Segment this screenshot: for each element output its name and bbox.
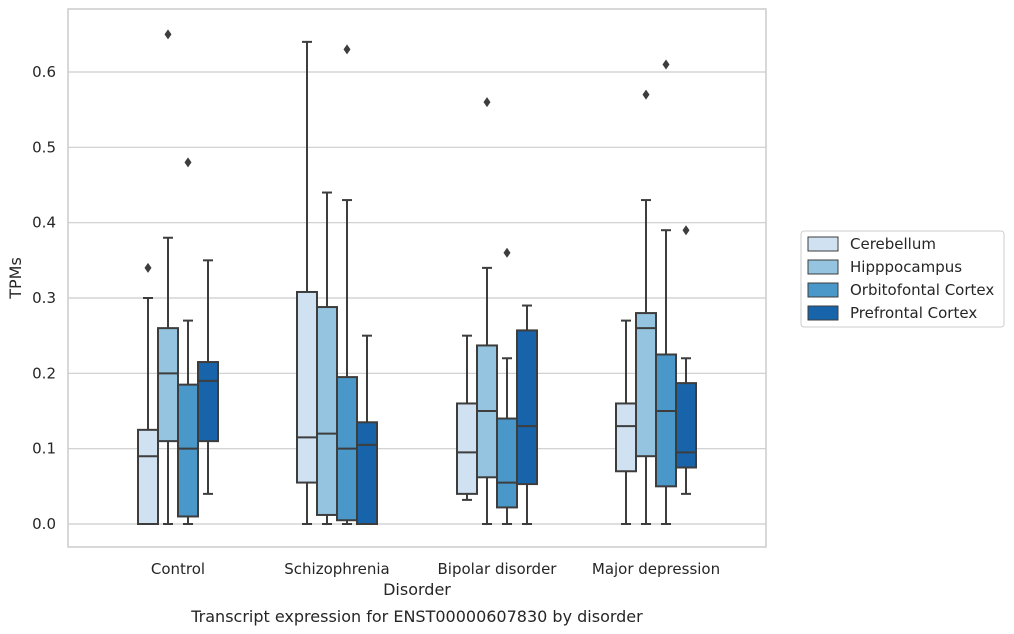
iqr-box	[157, 327, 179, 443]
legend-swatch	[807, 236, 839, 252]
box-hipppocampus	[635, 89, 657, 525]
outlier-point	[662, 59, 670, 70]
iqr-box	[496, 417, 518, 509]
iqr-box	[456, 402, 478, 495]
outlier-point	[184, 157, 192, 168]
box-cerebellum	[456, 334, 478, 501]
x-tick-label: Bipolar disorder	[438, 560, 558, 578]
outlier-point	[483, 97, 491, 108]
outlier-point	[503, 247, 511, 258]
x-axis-label: Disorder	[383, 580, 451, 599]
x-tick-labels: Control Schizophrenia Bipolar disorder Majo…	[151, 560, 720, 578]
legend-label: Cerebellum	[850, 235, 936, 253]
iqr-box	[675, 382, 697, 469]
legend-label: Prefrontal Cortex	[850, 304, 977, 322]
y-tick-labels: 0.0 0.1 0.2 0.3 0.4 0.5 0.6	[32, 63, 56, 533]
x-tick-label: Control	[151, 560, 205, 578]
y-tick-label: 0.5	[32, 138, 56, 156]
y-axis-label: TPMs	[6, 257, 25, 300]
iqr-box	[516, 329, 538, 486]
box-orbitofontal-cortex	[177, 157, 199, 525]
y-tick-label: 0.0	[32, 515, 56, 533]
outlier-point	[343, 44, 351, 55]
box-series	[137, 29, 697, 526]
legend-swatch	[807, 282, 839, 298]
iqr-box	[615, 402, 637, 473]
x-tick-label: Major depression	[592, 560, 720, 578]
box-cerebellum	[615, 319, 637, 525]
legend-frame	[800, 230, 1005, 328]
x-tick-label: Schizophrenia	[284, 560, 389, 578]
y-tick-label: 0.4	[32, 214, 56, 232]
box-prefrontal-cortex	[356, 334, 378, 525]
chart-caption: Transcript expression for ENST0000060783…	[190, 607, 643, 626]
iqr-box	[197, 361, 219, 443]
box-cerebellum	[137, 262, 159, 526]
iqr-box	[655, 353, 677, 488]
iqr-box	[356, 421, 378, 525]
box-prefrontal-cortex	[516, 304, 538, 525]
box-hipppocampus	[316, 191, 338, 525]
legend-swatch	[807, 259, 839, 275]
iqr-box	[137, 428, 159, 526]
legend-label: Hipppocampus	[850, 258, 962, 276]
box-orbitofontal-cortex	[655, 59, 677, 525]
outlier-point	[164, 29, 172, 40]
outlier-point	[144, 262, 152, 273]
y-tick-label: 0.1	[32, 440, 56, 458]
iqr-box	[635, 312, 657, 458]
iqr-box	[296, 290, 318, 484]
legend: Cerebellum Hipppocampus Orbitofontal Corte…	[800, 230, 1005, 328]
plot-frame	[67, 8, 767, 548]
iqr-box	[316, 306, 338, 516]
box-cerebellum	[296, 40, 318, 525]
y-tick-label: 0.3	[32, 289, 56, 307]
y-tick-label: 0.2	[32, 364, 56, 382]
box-hipppocampus	[157, 29, 179, 525]
box-hipppocampus	[476, 97, 498, 525]
box-orbitofontal-cortex	[336, 44, 358, 525]
outlier-point	[642, 89, 650, 100]
y-tick-label: 0.6	[32, 63, 56, 81]
legend-swatch	[807, 305, 839, 321]
box-prefrontal-cortex	[675, 225, 697, 495]
iqr-box	[177, 383, 199, 518]
legend-label: Orbitofontal Cortex	[850, 281, 994, 299]
box-orbitofontal-cortex	[496, 247, 518, 525]
outlier-point	[682, 225, 690, 236]
box-prefrontal-cortex	[197, 259, 219, 495]
